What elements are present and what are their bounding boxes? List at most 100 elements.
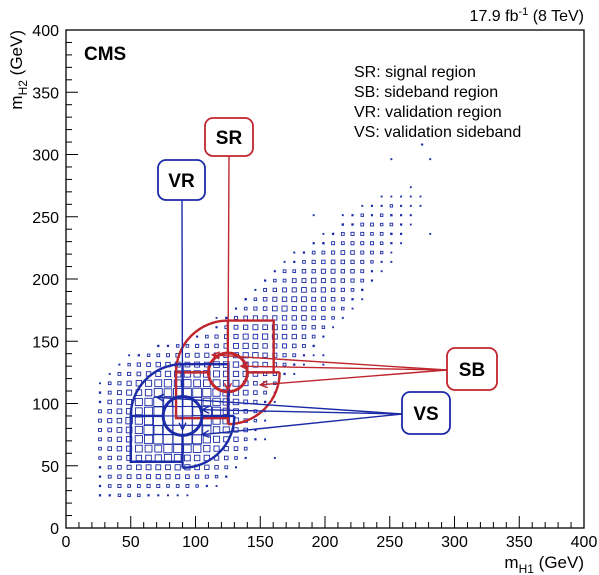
histogram-bin — [282, 343, 288, 349]
histogram-bin — [193, 454, 201, 462]
histogram-bin — [214, 465, 219, 470]
histogram-bin — [322, 232, 325, 235]
histogram-bin — [321, 315, 326, 321]
histogram-bin — [253, 297, 258, 301]
histogram-bin — [429, 158, 432, 161]
histogram-bin — [252, 324, 259, 331]
histogram-bin — [156, 353, 161, 358]
x-tick-label: 350 — [506, 534, 533, 551]
lumi-energy: (8 TeV) — [528, 8, 584, 25]
histogram-bin — [311, 259, 316, 264]
histogram-bin — [175, 474, 181, 480]
histogram-bin — [380, 195, 383, 198]
histogram-bin — [311, 305, 317, 312]
histogram-bin — [253, 390, 258, 395]
histogram-bin — [107, 399, 112, 405]
histogram-bin — [331, 250, 336, 255]
histogram-bin — [400, 204, 403, 207]
histogram-bin — [98, 418, 102, 423]
histogram-bin — [194, 352, 200, 358]
histogram-bin — [116, 408, 123, 415]
histogram-bin — [399, 232, 403, 235]
histogram-bin — [107, 427, 113, 433]
x-tick-label: 400 — [571, 534, 598, 551]
histogram-bin — [301, 278, 307, 284]
histogram-bin — [331, 241, 336, 246]
histogram-bin — [157, 344, 160, 348]
histogram-bin — [107, 455, 112, 461]
y-axis-title: mH2 (GeV) — [7, 30, 30, 110]
histogram-bin — [127, 371, 132, 376]
vs-callout-arrowhead — [200, 429, 210, 439]
histogram-bin — [185, 474, 190, 479]
histogram-bin — [341, 214, 344, 217]
histogram-bin — [213, 435, 221, 443]
histogram-bin — [125, 416, 133, 425]
histogram-bin — [370, 270, 374, 273]
histogram-bin — [185, 484, 190, 488]
histogram-bin — [291, 324, 297, 330]
histogram-bin — [252, 361, 259, 368]
histogram-bin — [136, 371, 142, 377]
vr-callout-box — [157, 159, 206, 201]
histogram-bin — [350, 250, 355, 255]
region-outlines: SR VR SB VS — [129, 117, 498, 469]
x-tick-label: 300 — [441, 534, 468, 551]
histogram-bin — [311, 287, 317, 293]
histogram-bin — [252, 333, 259, 340]
histogram-bin — [340, 269, 345, 274]
legend-line-vs: VS: validation sideband — [354, 124, 521, 141]
histogram-bin — [117, 474, 122, 479]
histogram-bin — [311, 269, 316, 274]
sr-callout-pointer — [227, 155, 230, 391]
histogram-bin — [234, 456, 238, 460]
histogram-bin — [350, 241, 355, 246]
histogram-bin — [242, 352, 249, 359]
histogram-bin — [390, 195, 393, 198]
histogram-bin — [173, 379, 182, 388]
histogram-bin — [409, 186, 412, 189]
histogram-bin — [281, 296, 288, 302]
y-axis-title-unit: (GeV) — [7, 30, 26, 80]
histogram-bin — [281, 305, 288, 312]
sb-callout-pointer — [240, 365, 448, 371]
histogram-bin — [379, 241, 384, 245]
histogram-bin — [340, 287, 345, 292]
histogram-bin — [98, 494, 102, 497]
histogram-bin — [232, 370, 240, 378]
histogram-bin — [125, 426, 133, 434]
histogram-bin — [322, 242, 325, 245]
histogram-bin — [116, 427, 123, 433]
histogram-bin — [232, 379, 240, 387]
histogram-bin — [193, 379, 201, 388]
vr-callout-pointer — [181, 199, 184, 430]
histogram-bin — [224, 465, 229, 470]
histogram-bin — [311, 334, 316, 339]
histogram-bin — [321, 306, 326, 311]
histogram-bin — [264, 438, 267, 441]
histogram-bin — [157, 494, 160, 497]
histogram-bin — [273, 278, 277, 283]
histogram-bin — [165, 474, 171, 480]
histogram-bin — [341, 306, 345, 311]
histogram-bin — [292, 353, 297, 358]
histogram-bin — [301, 334, 307, 339]
histogram-bin — [370, 214, 374, 217]
legend-line-vr: VR: validation region — [354, 104, 502, 121]
vs-callout-pointer — [156, 396, 403, 415]
histogram-bin — [369, 241, 374, 246]
histogram-bin — [341, 316, 344, 319]
histogram-bin — [291, 343, 297, 349]
histogram-bin — [264, 419, 267, 422]
histogram-bin — [262, 296, 268, 302]
histogram-bin — [263, 390, 267, 395]
histogram-bin — [164, 370, 172, 378]
histogram-bin — [185, 352, 190, 358]
histogram-bin — [205, 334, 209, 339]
histogram-bin — [203, 370, 211, 378]
histogram-bin — [262, 352, 268, 358]
histogram-bin — [400, 242, 403, 245]
y-tick-label: 0 — [50, 521, 59, 538]
histogram-bin — [262, 333, 269, 340]
histogram-bin — [331, 306, 335, 311]
